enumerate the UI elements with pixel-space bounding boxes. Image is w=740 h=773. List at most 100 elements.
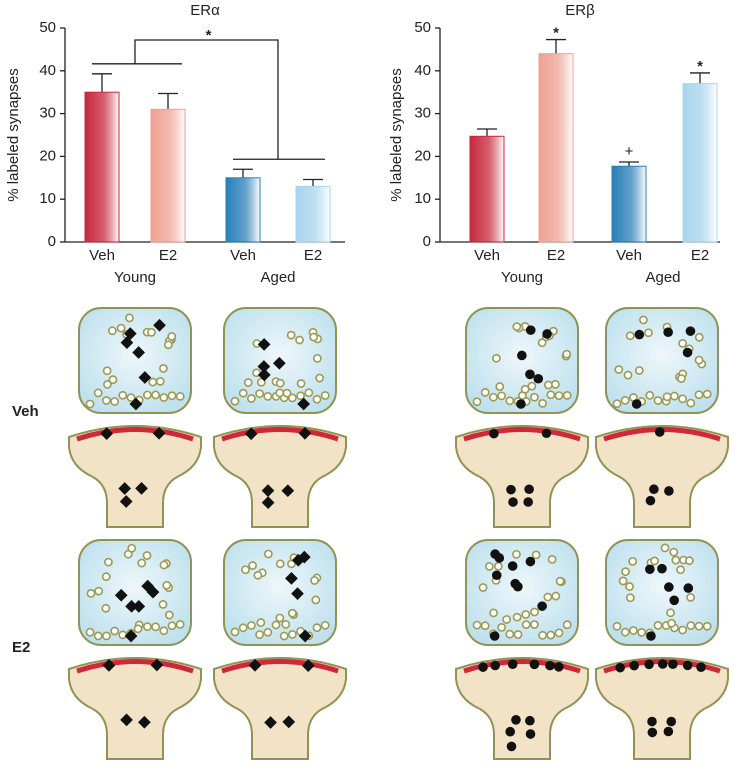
vesicle	[162, 580, 172, 590]
vesicle	[312, 623, 322, 633]
vesicle	[650, 556, 659, 566]
vesicle	[554, 628, 564, 638]
receptor-marker	[553, 662, 564, 672]
bar	[295, 185, 331, 243]
receptor-marker	[525, 715, 535, 726]
vesicle	[246, 394, 256, 403]
vesicle	[102, 366, 112, 376]
postsynaptic-density	[76, 427, 194, 442]
receptor-marker	[120, 336, 134, 350]
vesicle	[644, 328, 653, 338]
receptor-marker	[529, 659, 540, 670]
vesicle	[275, 559, 285, 569]
annotation: *	[697, 58, 703, 75]
vesicle	[263, 549, 273, 559]
receptor-marker	[505, 726, 515, 737]
bar	[682, 83, 718, 243]
vesicle	[151, 390, 160, 400]
vesicle	[671, 555, 681, 565]
vesicle	[246, 621, 256, 630]
vesicle	[275, 378, 285, 388]
vesicle	[512, 549, 521, 559]
postsynaptic-density	[76, 659, 194, 674]
vesicle	[85, 399, 95, 409]
receptor-marker	[129, 397, 143, 411]
vesicle	[618, 576, 628, 586]
receptor-marker	[537, 601, 547, 611]
vesicle	[547, 554, 557, 564]
vesicle	[263, 391, 273, 401]
receptor-marker	[663, 327, 673, 338]
receptor-marker	[533, 373, 544, 384]
receptor-marker	[634, 329, 645, 340]
vesicle	[304, 388, 314, 398]
vesicle	[620, 627, 630, 637]
receptor-marker	[545, 660, 555, 671]
vesicle	[159, 364, 168, 373]
receptor-marker	[516, 399, 526, 409]
vesicle	[478, 583, 488, 592]
vesicle	[295, 335, 304, 345]
vesicle	[491, 353, 501, 363]
receptor-marker	[510, 578, 521, 589]
vesicle	[527, 381, 537, 391]
vesicle	[702, 389, 712, 399]
postsynaptic-density	[221, 427, 339, 442]
vesicle	[118, 630, 128, 640]
bar	[538, 53, 574, 243]
bar	[84, 91, 120, 243]
vesicle	[497, 622, 506, 632]
bar	[469, 135, 505, 243]
receptor-marker	[525, 729, 536, 739]
vesicle	[312, 394, 322, 404]
receptor-marker	[261, 496, 275, 509]
receptor-marker	[491, 570, 502, 581]
vesicle	[620, 396, 630, 405]
vesicle	[645, 390, 655, 400]
postsynaptic-density	[463, 427, 581, 442]
vesicle	[142, 622, 152, 632]
postsynaptic-density	[221, 659, 339, 674]
bar	[150, 108, 186, 243]
vesicle	[263, 627, 273, 637]
vesicle	[551, 591, 561, 601]
vesicle	[639, 315, 648, 325]
receptor-marker	[685, 326, 696, 336]
x-tick-label: Veh	[616, 247, 642, 264]
vesicle	[493, 561, 503, 571]
vesicle	[312, 353, 322, 363]
receptor-marker	[244, 427, 258, 441]
vesicle	[612, 399, 622, 409]
receptor-marker	[261, 484, 275, 498]
receptor-marker	[511, 715, 521, 725]
vesicle	[686, 398, 696, 408]
vesicle	[230, 396, 240, 406]
vesicle	[243, 378, 253, 387]
receptor-marker	[517, 350, 527, 361]
receptor-marker	[541, 428, 552, 439]
receptor-marker	[508, 497, 518, 507]
receptor-marker	[664, 582, 674, 592]
vesicle	[702, 621, 712, 631]
annotation: *	[206, 27, 212, 44]
postsynaptic-spine	[68, 657, 202, 760]
vesicle	[660, 543, 670, 553]
vesicle	[550, 379, 560, 389]
vesicle	[102, 396, 111, 405]
vesicle	[653, 396, 663, 405]
receptor-marker	[542, 329, 552, 339]
receptor-marker	[100, 427, 114, 441]
receptor-marker	[668, 659, 678, 670]
receptor-marker	[657, 659, 668, 669]
x-tick-label: E2	[691, 247, 709, 264]
group-label: Young	[114, 269, 156, 286]
vesicle	[286, 330, 296, 340]
postsynaptic-spine	[595, 425, 729, 528]
vesicle	[694, 621, 704, 631]
vesicle	[155, 376, 165, 386]
receptor-marker	[682, 660, 693, 671]
vesicle	[472, 397, 482, 407]
vesicle	[625, 582, 634, 591]
x-tick-label: E2	[304, 247, 322, 264]
receptor-marker	[298, 426, 312, 440]
